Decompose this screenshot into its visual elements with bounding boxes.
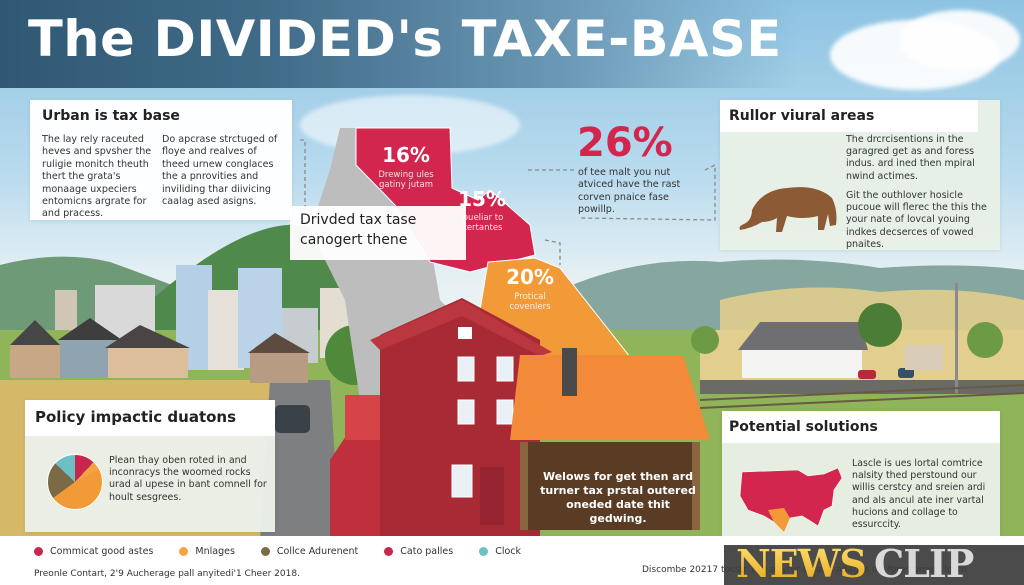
legend-dot bbox=[34, 547, 43, 556]
legend-item: Commicat good astes bbox=[34, 546, 153, 557]
policy-impact-card: Policy impactic duatons Plean thay oben … bbox=[25, 400, 275, 532]
rural-areas-card: Rullor viural areas The drcrcisentions i… bbox=[720, 100, 1000, 250]
urban-card-text-right: Do apcrase strctuged of floye and realve… bbox=[162, 134, 278, 208]
urban-card-title: Urban is tax base bbox=[42, 108, 180, 124]
map-stat-20-label: Protical covenlers bbox=[509, 292, 551, 312]
newsclip-watermark: NEWS CLIP bbox=[724, 541, 1024, 585]
footnote-left: Preonle Contart, 2'9 Aucherage pall anyi… bbox=[34, 569, 300, 579]
legend-dot bbox=[384, 547, 394, 556]
map-stat-15-label: pueliar to tertantes bbox=[462, 213, 504, 233]
stat-26-value: 26% bbox=[577, 120, 673, 166]
solutions-card-header bbox=[722, 411, 1000, 443]
page-title: The DIVIDED's TAXE-BASE bbox=[28, 10, 782, 68]
policy-pie-chart bbox=[47, 454, 103, 510]
legend-label: Clock bbox=[495, 546, 522, 557]
policy-card-text: Plean thay oben roted in and inconracys … bbox=[109, 455, 267, 503]
house-caption: Welows for get then ard turner tax prsta… bbox=[540, 470, 696, 525]
divided-tax-label-text: Drivded tax tase canogert thene bbox=[300, 212, 417, 248]
potential-solutions-card: Potential solutions Lascle is ues lortal… bbox=[722, 411, 1000, 536]
divided-tax-label: Drivded tax tase canogert thene bbox=[290, 206, 466, 260]
legend-item: Collce Adurenent bbox=[260, 546, 359, 557]
rural-card-header bbox=[720, 100, 978, 132]
legend-item: Cato palles bbox=[384, 546, 453, 557]
map-stat-16-label: Drewing ules gatiny jutam bbox=[378, 170, 434, 190]
legend-dot bbox=[179, 547, 189, 556]
rural-card-text-2: Git the outhlover hosicle pucoue will fl… bbox=[846, 190, 987, 250]
legend-dot bbox=[260, 547, 270, 556]
map-stat-20-value: 20% bbox=[506, 265, 554, 289]
us-map-icon bbox=[739, 467, 843, 533]
urban-tax-base-card: Urban is tax base The lay rely raceuted … bbox=[30, 100, 292, 220]
legend-label: Collce Adurenent bbox=[276, 546, 359, 557]
policy-card-title: Policy impactic duatons bbox=[35, 408, 237, 426]
rural-card-text-1: The drcrcisentions in the garagred get a… bbox=[846, 134, 975, 182]
legend-item: Mnlages bbox=[179, 546, 235, 557]
rural-card-title: Rullor viural areas bbox=[729, 108, 875, 124]
legend-label: Commicat good astes bbox=[50, 546, 154, 557]
stat-26-text: of tee malt you nut atviced have the ras… bbox=[578, 167, 681, 216]
legend-item: Clock bbox=[479, 546, 521, 557]
urban-card-text-left: The lay rely raceuted heves and spvsher … bbox=[42, 134, 152, 220]
watermark-clip: CLIP bbox=[874, 541, 974, 585]
solutions-card-text: Lascle is ues lortal comtrice nalsity th… bbox=[852, 458, 986, 531]
legend-label: Mnlages bbox=[195, 546, 235, 557]
policy-card-header bbox=[25, 400, 275, 436]
legend: Commicat good astes Mnlages Collce Adure… bbox=[34, 546, 547, 557]
map-stat-16-value: 16% bbox=[382, 143, 430, 167]
solutions-card-title: Potential solutions bbox=[729, 419, 878, 435]
title-band: The DIVIDED's TAXE-BASE bbox=[0, 0, 1024, 88]
legend-label: Cato palles bbox=[400, 546, 454, 557]
legend-dot bbox=[479, 547, 489, 556]
map-stat-15-value: 15% bbox=[458, 187, 506, 211]
boar-icon bbox=[739, 187, 837, 232]
watermark-news: NEWS bbox=[736, 541, 867, 585]
